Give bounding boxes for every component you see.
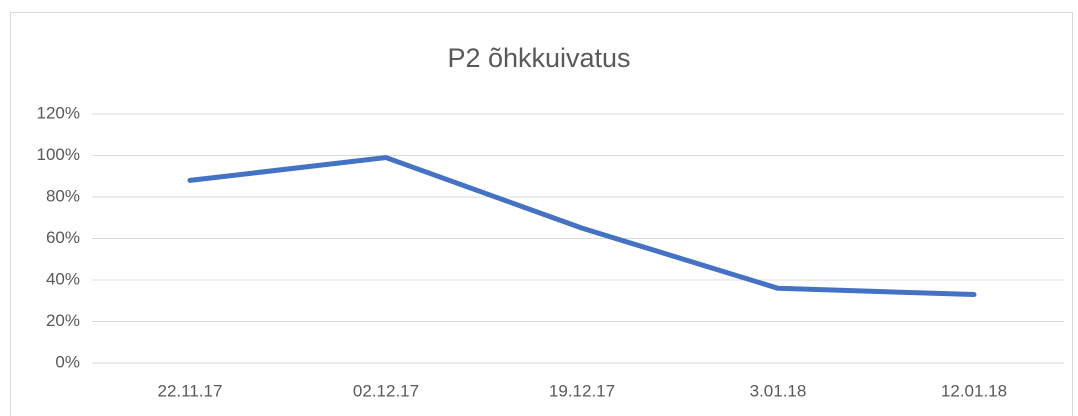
y-tick-label: 40% (46, 269, 80, 288)
chart-title: P2 õhkkuivatus (447, 43, 630, 73)
x-tick-label: 3.01.18 (750, 381, 807, 400)
x-tick-label: 02.12.17 (353, 381, 419, 400)
y-tick-label: 60% (46, 228, 80, 247)
y-tick-label: 0% (55, 352, 80, 371)
y-tick-label: 120% (37, 103, 80, 122)
data-line (187, 155, 977, 298)
x-tick-label: 19.12.17 (549, 381, 615, 400)
x-tick-label: 22.11.17 (158, 381, 223, 400)
y-tick-label: 100% (37, 145, 80, 164)
y-tick-label: 80% (46, 186, 80, 205)
y-tick-label: 20% (46, 311, 80, 330)
x-tick-label: 12.01.18 (941, 381, 1007, 400)
